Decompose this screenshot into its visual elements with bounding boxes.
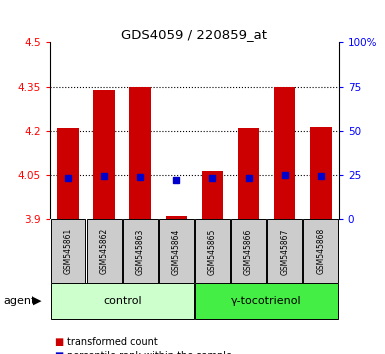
Text: GSM545865: GSM545865 <box>208 228 217 275</box>
Bar <box>195 283 338 319</box>
Bar <box>202 171 223 219</box>
Text: ▶: ▶ <box>33 296 41 306</box>
Bar <box>94 90 115 219</box>
Text: agent: agent <box>4 296 36 306</box>
Bar <box>310 126 331 219</box>
Bar <box>267 219 302 283</box>
Text: control: control <box>103 296 142 306</box>
Text: GSM545868: GSM545868 <box>316 228 325 274</box>
Text: GSM545861: GSM545861 <box>64 228 73 274</box>
Bar <box>166 216 187 219</box>
Bar <box>51 219 85 283</box>
Bar <box>129 87 151 219</box>
Text: GSM545867: GSM545867 <box>280 228 289 275</box>
Bar <box>57 128 79 219</box>
Text: ■: ■ <box>54 337 63 347</box>
Bar <box>51 283 194 319</box>
Bar <box>238 128 259 219</box>
Title: GDS4059 / 220859_at: GDS4059 / 220859_at <box>121 28 268 41</box>
Bar <box>195 219 230 283</box>
Bar <box>159 219 194 283</box>
Text: GSM545862: GSM545862 <box>100 228 109 274</box>
Bar <box>274 87 296 219</box>
Bar <box>303 219 338 283</box>
Text: transformed count: transformed count <box>67 337 158 347</box>
Text: GSM545866: GSM545866 <box>244 228 253 275</box>
Text: percentile rank within the sample: percentile rank within the sample <box>67 351 233 354</box>
Bar <box>87 219 122 283</box>
Text: GSM545864: GSM545864 <box>172 228 181 275</box>
Bar <box>231 219 266 283</box>
Bar <box>123 219 157 283</box>
Text: GSM545863: GSM545863 <box>136 228 145 275</box>
Text: ■: ■ <box>54 351 63 354</box>
Text: γ-tocotrienol: γ-tocotrienol <box>231 296 302 306</box>
